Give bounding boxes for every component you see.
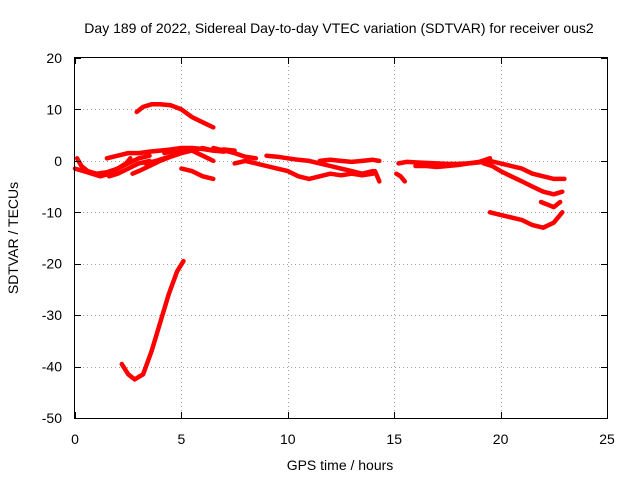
y-tick-label: -40 [42, 359, 62, 375]
x-tick-label: 25 [599, 431, 615, 447]
y-tick-label: 20 [46, 50, 62, 66]
series-line-arc-s [487, 210, 565, 230]
x-axis-label: GPS time / hours [287, 457, 394, 473]
series-line-arc-q [413, 156, 493, 170]
x-tick-label: 5 [178, 431, 186, 447]
x-tick-label: 0 [71, 431, 79, 447]
y-tick-labels: -50 -40 -30 -20 -10 0 10 20 [42, 50, 62, 426]
chart-title: Day 189 of 2022, Sidereal Day-to-day VTE… [84, 20, 594, 36]
y-axis-label: SDTVAR / TECUs [5, 182, 21, 294]
x-tick-label: 10 [280, 431, 296, 447]
grid [75, 58, 607, 418]
series-line-arc-high [134, 102, 216, 130]
series-group [72, 102, 567, 382]
series-line-arc-g [162, 148, 216, 164]
axis-ticks [75, 58, 608, 419]
series-line-arc-n [372, 168, 382, 184]
y-tick-label: -10 [42, 204, 62, 220]
series-line-arc-l [317, 157, 382, 165]
series-line-arc-p [394, 171, 408, 184]
series-line-arc-h [179, 166, 216, 182]
x-tick-label: 20 [493, 431, 509, 447]
x-tick-label: 15 [386, 431, 402, 447]
series-line-arc-e [130, 145, 227, 176]
plot-frame [74, 57, 608, 419]
y-tick-label: 10 [46, 101, 62, 117]
series-line-arc-f [142, 153, 176, 166]
y-tick-label: -20 [42, 256, 62, 272]
series-line-arc-dip [119, 258, 186, 382]
series-line-arc-r [481, 161, 565, 197]
y-tick-label: -30 [42, 307, 62, 323]
x-tick-labels: 0 5 10 15 20 25 [71, 431, 615, 447]
y-tick-label: 0 [54, 153, 62, 169]
series-line-arc-m [306, 171, 376, 182]
series-line-arc-i [211, 145, 259, 161]
series-line-arc-t [538, 199, 563, 210]
series-line-arc-b [72, 156, 133, 179]
series-line-arc-d [106, 158, 152, 179]
series-line-arc-j [232, 158, 312, 182]
y-tick-label: -50 [42, 410, 62, 426]
